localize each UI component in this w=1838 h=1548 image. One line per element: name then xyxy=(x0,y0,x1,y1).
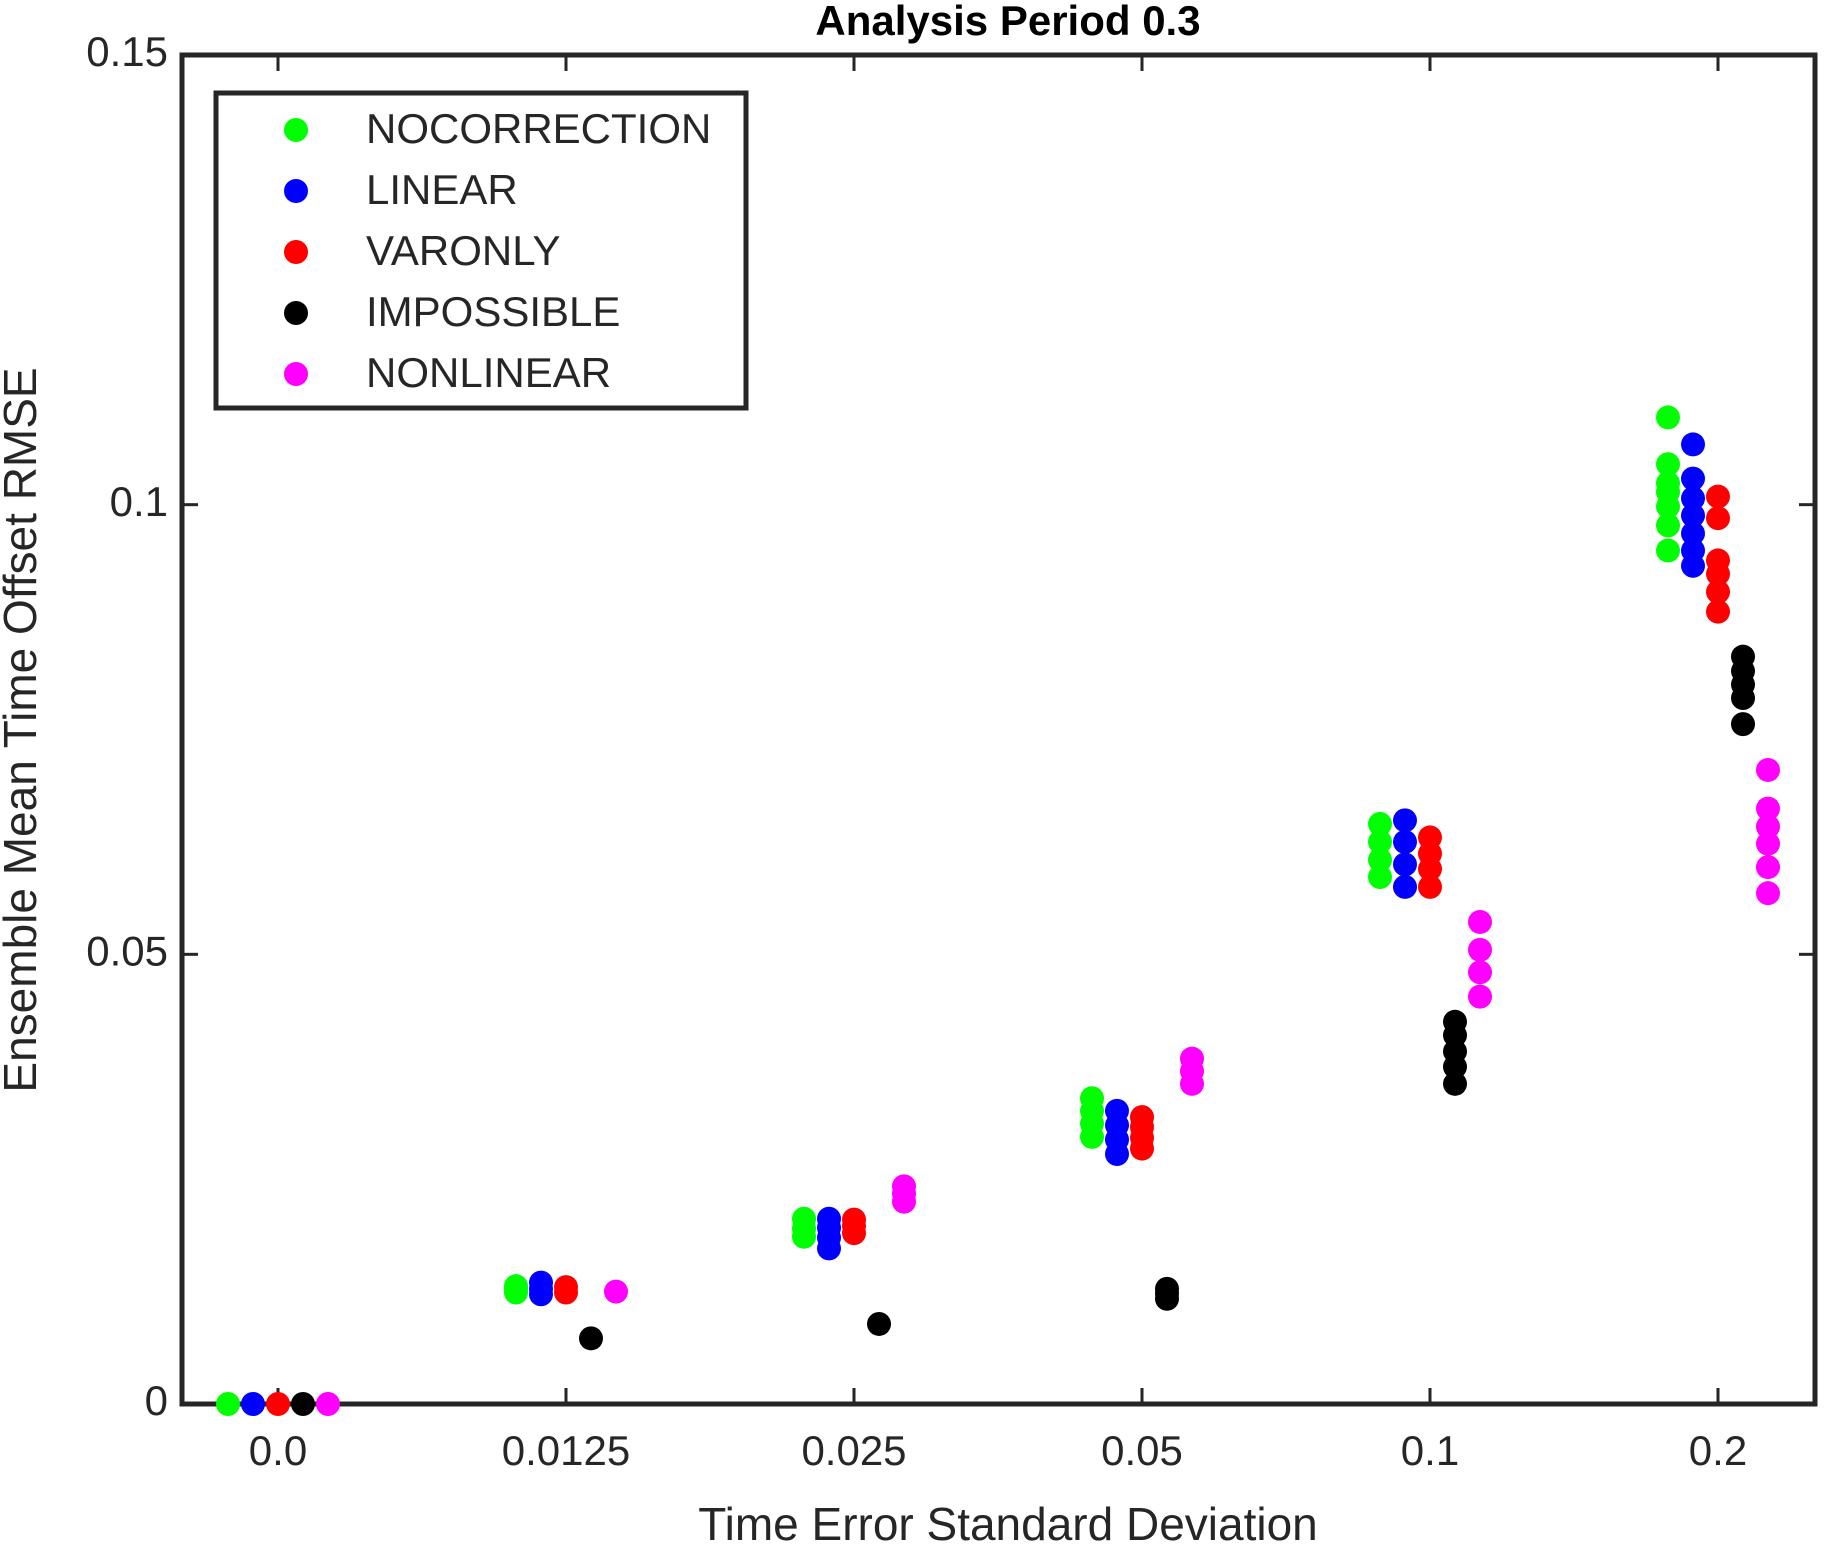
data-point xyxy=(1656,452,1680,477)
x-axis-label: Time Error Standard Deviation xyxy=(698,1498,1318,1548)
data-point xyxy=(1656,513,1680,538)
data-point xyxy=(1368,811,1392,836)
x-tick-label: 0.2 xyxy=(1689,1427,1747,1474)
data-point xyxy=(241,1392,265,1416)
legend-marker xyxy=(284,240,308,264)
data-point xyxy=(1756,831,1780,856)
legend-marker xyxy=(284,362,308,386)
data-point xyxy=(1393,829,1417,854)
data-point xyxy=(1681,503,1705,528)
data-point xyxy=(529,1270,553,1295)
data-point xyxy=(1706,506,1730,531)
legend-label: IMPOSSIBLE xyxy=(366,288,620,335)
data-point xyxy=(1368,847,1392,872)
data-point xyxy=(1393,852,1417,877)
legend-label: NOCORRECTION xyxy=(366,105,711,152)
x-tick-label: 0.025 xyxy=(801,1427,906,1474)
data-point xyxy=(1393,808,1417,833)
data-point xyxy=(504,1274,528,1299)
data-point xyxy=(1418,874,1442,899)
y-tick-label: 0 xyxy=(145,1377,168,1424)
data-point xyxy=(1180,1046,1204,1071)
data-point xyxy=(1368,829,1392,854)
y-tick-label: 0.15 xyxy=(86,28,168,75)
data-point xyxy=(1443,1009,1467,1034)
legend-label: LINEAR xyxy=(366,166,518,213)
data-point xyxy=(1656,405,1680,430)
data-point xyxy=(1731,644,1755,669)
data-point xyxy=(291,1392,315,1416)
legend-marker xyxy=(284,179,308,203)
data-point xyxy=(892,1174,916,1199)
x-tick-label: 0.0125 xyxy=(502,1427,630,1474)
data-point xyxy=(1468,984,1492,1009)
legend-marker xyxy=(284,301,308,325)
data-point xyxy=(316,1392,340,1416)
x-tick-label: 0.05 xyxy=(1101,1427,1183,1474)
data-point xyxy=(1756,814,1780,839)
data-point xyxy=(216,1392,240,1416)
data-point xyxy=(817,1206,841,1231)
y-axis-label: Ensemble Mean Time Offset RMSE xyxy=(0,367,46,1092)
data-point xyxy=(1418,825,1442,850)
data-point xyxy=(579,1326,603,1351)
data-point xyxy=(266,1392,290,1416)
chart-title: Analysis Period 0.3 xyxy=(815,0,1200,44)
data-point xyxy=(1155,1276,1179,1301)
data-point xyxy=(1130,1105,1154,1130)
legend-label: VARONLY xyxy=(366,227,561,274)
data-point xyxy=(1656,471,1680,496)
y-tick-label: 0.1 xyxy=(110,478,168,525)
x-tick-label: 0.0 xyxy=(249,1427,307,1474)
x-tick-label: 0.1 xyxy=(1401,1427,1459,1474)
data-point xyxy=(1706,484,1730,509)
data-point xyxy=(1756,757,1780,782)
data-point xyxy=(1368,864,1392,889)
data-point xyxy=(1756,855,1780,880)
data-point xyxy=(554,1275,578,1300)
data-point xyxy=(1443,1071,1467,1096)
data-point xyxy=(1756,796,1780,821)
data-point xyxy=(1681,538,1705,563)
data-point xyxy=(1731,712,1755,737)
data-point xyxy=(1105,1098,1129,1123)
data-point xyxy=(1681,521,1705,546)
data-point xyxy=(1656,538,1680,563)
data-point xyxy=(1080,1086,1104,1111)
data-point xyxy=(1468,909,1492,934)
data-point xyxy=(1681,466,1705,491)
data-point xyxy=(1468,937,1492,962)
data-point xyxy=(867,1311,891,1336)
data-point xyxy=(1706,599,1730,624)
plot-frame xyxy=(179,52,1818,1407)
data-point xyxy=(1681,486,1705,511)
data-point xyxy=(1681,432,1705,457)
data-point xyxy=(1706,579,1730,604)
y-tick-label: 0.05 xyxy=(86,927,168,974)
data-point xyxy=(604,1279,628,1304)
data-point xyxy=(1706,548,1730,573)
legend-marker xyxy=(284,118,308,142)
data-point xyxy=(1393,874,1417,899)
data-point xyxy=(842,1207,866,1232)
data-point xyxy=(1756,881,1780,906)
data-point xyxy=(1468,960,1492,985)
data-point xyxy=(792,1206,816,1231)
legend-label: NONLINEAR xyxy=(366,349,611,396)
